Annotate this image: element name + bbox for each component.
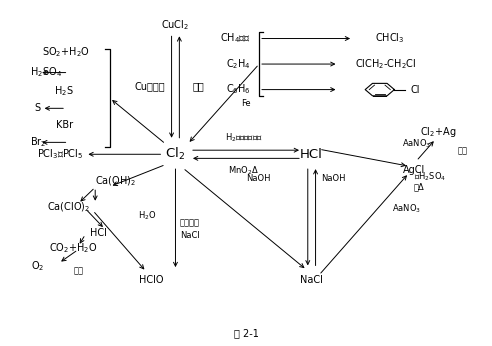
Text: CO$_2$+H$_2$O: CO$_2$+H$_2$O: [49, 242, 97, 255]
Text: H$_2$，点燃或光照: H$_2$，点燃或光照: [225, 132, 262, 144]
Text: HClO: HClO: [139, 275, 163, 285]
Text: AgCl: AgCl: [402, 165, 425, 175]
Text: NaOH: NaOH: [321, 174, 346, 183]
Text: H$_2$O: H$_2$O: [138, 209, 156, 222]
Text: MnO$_2$Δ: MnO$_2$Δ: [228, 164, 259, 177]
Text: 图 2-1: 图 2-1: [234, 328, 258, 338]
Text: Cl: Cl: [410, 84, 420, 94]
Text: 光照: 光照: [73, 266, 83, 275]
Text: PCl$_3$，PCl$_5$: PCl$_3$，PCl$_5$: [37, 147, 83, 161]
Text: Cu，点燃: Cu，点燃: [135, 81, 165, 91]
Text: C$_6$H$_6$: C$_6$H$_6$: [226, 83, 251, 97]
Text: KBr: KBr: [56, 120, 73, 130]
Text: H$_2$S: H$_2$S: [54, 84, 73, 98]
Text: HCl: HCl: [91, 228, 107, 238]
Text: NaCl: NaCl: [300, 275, 323, 285]
Text: 电解: 电解: [193, 81, 205, 91]
Text: SO$_2$+H$_2$O: SO$_2$+H$_2$O: [42, 45, 91, 59]
Text: C$_2$H$_4$: C$_2$H$_4$: [226, 57, 251, 71]
Text: 浓H$_2$SO$_4$: 浓H$_2$SO$_4$: [414, 170, 446, 183]
Text: CHCl$_3$: CHCl$_3$: [375, 31, 404, 45]
Text: Cl$_2$+Ag: Cl$_2$+Ag: [420, 125, 457, 139]
Text: CH$_4$，光: CH$_4$，光: [220, 31, 251, 45]
Text: AaNO$_3$: AaNO$_3$: [392, 202, 421, 215]
Text: 电解饱和: 电解饱和: [180, 218, 200, 227]
Text: Fe: Fe: [241, 99, 251, 108]
Text: NaCl: NaCl: [180, 231, 200, 240]
Text: CuCl$_2$: CuCl$_2$: [161, 18, 189, 32]
Text: AaNO$_3$: AaNO$_3$: [401, 138, 431, 150]
Text: Ca(ClO)$_2$: Ca(ClO)$_2$: [47, 200, 90, 214]
Text: O$_2$: O$_2$: [31, 259, 44, 273]
Text: S: S: [34, 103, 40, 113]
Text: HCl: HCl: [300, 148, 323, 161]
Text: ClCH$_2$-CH$_2$Cl: ClCH$_2$-CH$_2$Cl: [355, 57, 417, 71]
Text: Ca(OH)$_2$: Ca(OH)$_2$: [95, 174, 136, 188]
Text: Cl$_2$: Cl$_2$: [165, 146, 185, 162]
Text: H$_2$SO$_4$: H$_2$SO$_4$: [30, 66, 62, 80]
Text: 光照: 光照: [458, 146, 467, 155]
Text: Br$_2$: Br$_2$: [30, 136, 46, 149]
Text: NaOH: NaOH: [246, 174, 271, 183]
Text: ，Δ: ，Δ: [414, 182, 425, 191]
